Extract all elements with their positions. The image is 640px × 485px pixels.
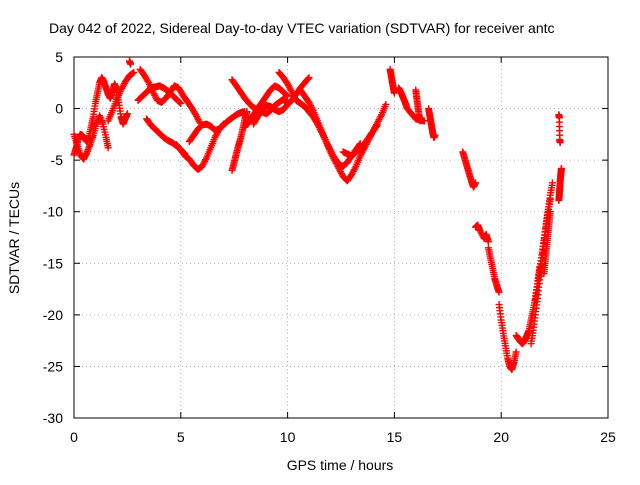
series-track-o: [296, 86, 390, 185]
data-point: [373, 121, 381, 129]
data-point: [512, 348, 520, 356]
series-track-s: [412, 86, 424, 125]
series-track-c: [104, 68, 138, 125]
data-point: [548, 179, 556, 187]
data-point: [390, 89, 398, 97]
series-track-ab: [540, 208, 554, 278]
data-point: [546, 208, 554, 216]
series-track-p: [339, 121, 381, 160]
series-track-b: [70, 112, 112, 163]
data-point: [416, 117, 424, 125]
data-point: [546, 195, 554, 203]
x-tick-label: 20: [493, 429, 509, 445]
tick-label-layer: 0 5 10 15 20 25 5 0 -5 -10 -15 -20 -25 -30: [43, 49, 616, 445]
series-track-q: [386, 65, 398, 97]
series-track-t: [425, 105, 439, 141]
data-point: [472, 179, 480, 187]
data-point: [284, 92, 292, 100]
data-point-interp: [304, 75, 312, 83]
data-point: [127, 60, 135, 68]
data-point: [104, 144, 112, 152]
data-point: [382, 100, 390, 108]
data-point: [130, 68, 138, 76]
series-track-l: [241, 82, 292, 131]
series-track-ad: [555, 111, 564, 147]
y-tick-label: 0: [55, 101, 63, 117]
data-point: [431, 131, 439, 139]
data-point-interp: [283, 91, 291, 99]
data-point: [557, 164, 565, 172]
data-point: [123, 110, 131, 118]
y-tick-label: -20: [43, 307, 63, 323]
x-tick-label: 0: [70, 429, 78, 445]
series-track-d: [126, 57, 135, 68]
chart-title: Day 042 of 2022, Sidereal Day-to-day VTE…: [49, 20, 555, 36]
data-point: [556, 139, 564, 147]
y-tick-label: 5: [55, 49, 63, 65]
data-layer: [70, 57, 565, 374]
plot-frame: [73, 56, 609, 419]
data-point-interp: [372, 122, 380, 130]
series-track-ac: [555, 164, 565, 204]
y-axis-title: SDTVAR / TECUs: [6, 182, 22, 294]
series-track-u: [459, 148, 480, 191]
tick-layer: [73, 56, 609, 419]
y-tick-label: -30: [43, 410, 63, 426]
x-tick-label: 25: [600, 429, 616, 445]
x-tick-label: 10: [280, 429, 296, 445]
x-axis-title: GPS time / hours: [287, 457, 394, 473]
data-point: [305, 74, 313, 82]
series-track-w: [484, 244, 503, 296]
y-tick-label: -15: [43, 255, 63, 271]
data-point: [243, 108, 251, 116]
series-track-v: [472, 221, 492, 246]
grid-layer: [73, 56, 609, 419]
x-tick-label: 5: [177, 429, 185, 445]
data-point: [495, 288, 503, 296]
y-tick-label: -25: [43, 358, 63, 374]
data-point: [484, 238, 492, 246]
series-track-f: [134, 82, 185, 107]
data-point-interp: [176, 99, 184, 107]
series-track-x: [495, 301, 520, 374]
y-tick-label: -10: [43, 204, 63, 220]
data-point: [177, 99, 185, 107]
y-tick-label: -5: [51, 152, 64, 168]
x-tick-label: 15: [387, 429, 403, 445]
